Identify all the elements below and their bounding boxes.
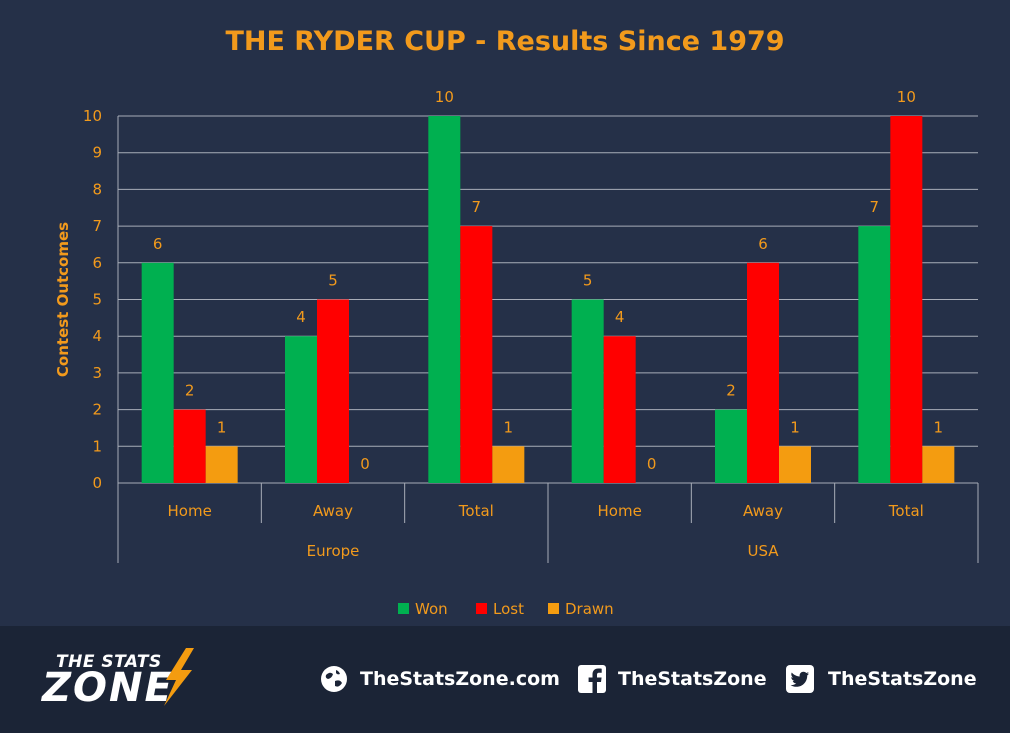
y-tick-label: 0 <box>92 474 102 492</box>
data-label: 7 <box>472 198 482 216</box>
facebook-link[interactable]: TheStatsZone <box>578 664 767 694</box>
data-label: 6 <box>153 235 163 253</box>
data-label: 10 <box>435 88 454 106</box>
facebook-icon <box>578 665 606 693</box>
bar-drawn <box>779 446 811 483</box>
legend-swatch-lost <box>476 603 487 614</box>
bar-lost <box>460 226 493 483</box>
bar-drawn <box>922 446 955 483</box>
y-tick-label: 9 <box>92 144 102 162</box>
bar-lost <box>603 336 636 483</box>
bar-won <box>428 116 461 483</box>
bar-drawn <box>205 446 238 483</box>
chart-panel: THE RYDER CUP - Results Since 1979 0 1 2 3 4 5… <box>0 0 1010 626</box>
footer: THE STATS ZONE TheStatsZone.com TheStats… <box>0 626 1010 733</box>
data-label: 4 <box>296 308 306 326</box>
facebook-text: TheStatsZone <box>618 668 767 690</box>
y-tick-label: 5 <box>92 291 102 309</box>
bar-won <box>858 226 891 483</box>
x-tick-label: Away <box>743 502 783 520</box>
chart-canvas: THE RYDER CUP - Results Since 1979 0 1 2 3 4 5… <box>54 26 979 618</box>
y-tick-label: 3 <box>92 364 102 382</box>
legend-label-drawn: Drawn <box>565 600 614 618</box>
data-label: 5 <box>328 272 338 290</box>
data-label: 1 <box>790 418 800 436</box>
website-link[interactable]: TheStatsZone.com <box>320 664 560 694</box>
bar-lost <box>747 262 779 483</box>
lightning-bolt-icon <box>164 648 194 706</box>
x-tick-label: Total <box>888 502 924 520</box>
twitter-icon <box>786 665 814 693</box>
data-label: 0 <box>647 455 657 473</box>
bar-lost <box>173 409 206 483</box>
bar-won <box>571 299 604 483</box>
y-tick-label: 10 <box>83 107 102 125</box>
data-label: 6 <box>758 235 768 253</box>
x-tick-label: Total <box>458 502 494 520</box>
twitter-link[interactable]: TheStatsZone <box>786 664 977 694</box>
data-label: 4 <box>615 308 625 326</box>
y-tick-label: 7 <box>92 217 102 235</box>
data-label: 1 <box>504 418 514 436</box>
x-tick-label: Home <box>598 502 642 520</box>
y-tick-label: 2 <box>92 401 102 419</box>
x-tick-label: Home <box>168 502 212 520</box>
bar-drawn <box>492 446 525 483</box>
y-tick-label: 6 <box>92 254 102 272</box>
data-label: 0 <box>360 455 370 473</box>
bar-lost <box>890 116 923 483</box>
bar-lost <box>317 299 349 483</box>
data-label: 10 <box>897 88 916 106</box>
y-tick-label: 8 <box>92 180 102 198</box>
legend-swatch-drawn <box>548 603 559 614</box>
bar-won <box>141 262 174 483</box>
legend-label-won: Won <box>415 600 448 618</box>
bar-won <box>285 336 317 483</box>
brand-main-text: ZONE <box>42 665 174 711</box>
brand-logo: THE STATS ZONE <box>40 648 230 718</box>
globe-icon <box>321 666 347 692</box>
data-label: 2 <box>726 382 736 400</box>
y-axis-label: Contest Outcomes <box>54 222 72 377</box>
x-tick-label: Away <box>313 502 353 520</box>
data-label: 1 <box>934 418 944 436</box>
legend-swatch-won <box>398 603 409 614</box>
group-label: Europe <box>307 542 360 560</box>
website-text: TheStatsZone.com <box>360 668 560 690</box>
y-tick-label: 4 <box>92 327 102 345</box>
y-tick-label: 1 <box>92 437 102 455</box>
twitter-text: TheStatsZone <box>828 668 977 690</box>
data-label: 1 <box>217 418 227 436</box>
data-label: 2 <box>185 382 195 400</box>
group-label: USA <box>747 542 779 560</box>
data-label: 5 <box>583 272 593 290</box>
bar-won <box>715 409 747 483</box>
chart-title: THE RYDER CUP - Results Since 1979 <box>225 26 784 57</box>
legend-label-lost: Lost <box>493 600 524 618</box>
brand-top-text: THE STATS <box>56 652 162 672</box>
data-label: 7 <box>870 198 880 216</box>
